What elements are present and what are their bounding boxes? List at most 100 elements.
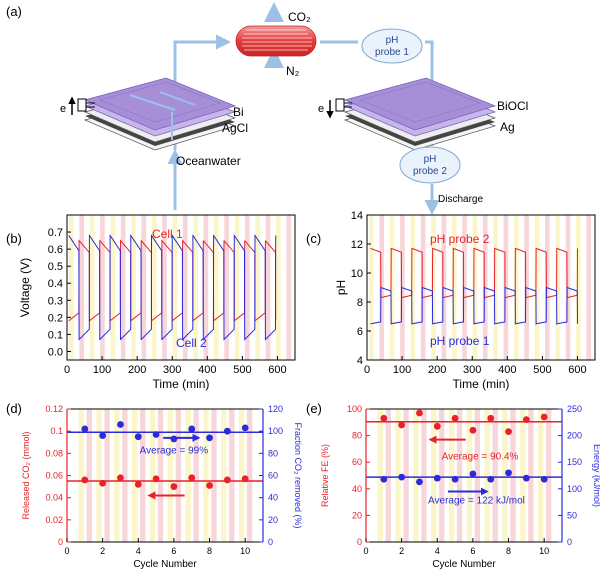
data-point [241,424,249,432]
x-axis-label: Time (min) [453,377,510,391]
panel-label-e: (e) [306,401,322,416]
data-point [152,431,160,438]
x-tick-label: 300 [163,364,181,376]
x-tick-label: 4 [435,546,440,556]
stripe-yellow [78,409,84,542]
stripe-pink [421,409,427,542]
x-tick-label: 200 [428,364,446,376]
stripe-yellow [167,409,174,542]
y-tick-label: 0.08 [45,448,63,458]
data-point [433,422,441,430]
schematic: (a) CO₂ N₂ pH probe 1 [6,2,528,215]
series-line-2 [68,234,277,341]
y-tick-label: 10 [351,268,363,280]
y-tick-label-right: 0 [268,537,273,547]
data-point [206,482,213,489]
data-point [223,476,231,484]
stripe-pink [528,409,534,542]
stripe-pink [385,409,391,542]
stripe-yellow [203,409,209,542]
stripe-yellow [466,409,473,542]
x-tick-label: 600 [268,364,286,376]
data-point [117,421,124,428]
chart-ph: 0 100 200 300 400 500 600 4 6 8 10 12 14 Time (min) pH… [334,210,596,391]
series-label: Cell 2 [176,336,207,350]
y-tick-label: 8 [357,297,363,309]
data-point [380,414,388,422]
y-tick-label: 0.4 [48,278,63,290]
x-tick-label: 200 [128,364,146,376]
chart-voltage: 0 100 200 300 400 500 600 0.0 0.1 0.2 0.3 0.4 0.5 0.6… [18,214,296,391]
stripe-yellow [448,409,455,542]
stripe-yellow [172,215,178,360]
stripe-pink [182,215,188,360]
data-point [540,413,548,421]
data-point [451,475,459,483]
stripe-pink [86,409,92,542]
data-point [505,469,512,477]
stripe-pink [203,215,209,360]
stripe-yellow [110,215,116,360]
y-axis-label: pH [334,280,348,295]
y-tick-label-right: 20 [268,515,278,525]
data-point [469,426,477,434]
data-point [398,473,406,481]
y-tick-label: 0 [58,537,63,547]
x-tick-label: 4 [136,546,141,556]
x-tick-label: 0 [64,546,69,556]
x-tick-label: 400 [498,364,516,376]
data-point [99,432,107,439]
left-bottom-electrode: AgCl [222,121,248,135]
y-tick-label-right: 200 [567,431,582,441]
x-tick-label: 2 [100,546,105,556]
stripe-pink [193,409,199,542]
data-point [99,479,107,487]
x-tick-label: 0 [64,364,70,376]
stripe-pink [265,215,271,360]
x-tick-label: 8 [506,546,511,556]
stripe-yellow [395,409,401,542]
stripe-pink [456,409,463,542]
series-label: Cell 1 [152,227,183,241]
x-tick-label: 8 [207,546,212,556]
data-point [398,421,406,429]
inlet-label: Oceanwater [176,154,241,168]
y-tick-label-right: 50 [567,510,577,520]
stripe-yellow [221,409,227,542]
y-tick-label-right: 250 [567,404,582,414]
stripe-yellow [413,409,419,542]
data-point [152,475,160,483]
stripe-pink [510,409,516,542]
annotation-average-energy: Average = 122 kJ/mol [428,496,525,507]
x-tick-label: 6 [470,546,475,556]
y-tick-label-right: 0 [567,537,572,547]
stripe-pink [122,409,128,542]
stripe-pink [100,215,105,360]
y-axis-label-right: Energy (kJ/mol) [592,444,600,507]
left-current-label: e [60,103,66,115]
data-point [380,475,388,483]
data-point [134,480,142,488]
y-tick-label-right: 80 [268,448,278,458]
ph-probe-2: pH probe 2 [399,146,461,184]
data-point [505,428,512,436]
y-tick-label: 20 [352,510,362,520]
series-label: pH probe 2 [430,232,490,246]
data-point [540,475,548,483]
stripe-yellow [234,215,240,360]
series-line-2 [370,286,578,325]
y-axis-label: Released CO₂ (mmol) [21,431,31,519]
stripe-yellow [410,215,416,360]
stripe-yellow [276,215,281,360]
data-point [451,414,459,422]
data-point [117,474,124,482]
stripe-yellow [114,409,120,542]
stripe-yellow [89,215,95,360]
plot-frame [66,214,296,361]
y-tick-label: 0.0 [48,346,63,358]
stripe-pink [79,215,85,360]
stripe-yellow [493,215,498,360]
stripe-yellow [472,215,478,360]
y-tick-label: 0.1 [48,329,63,341]
